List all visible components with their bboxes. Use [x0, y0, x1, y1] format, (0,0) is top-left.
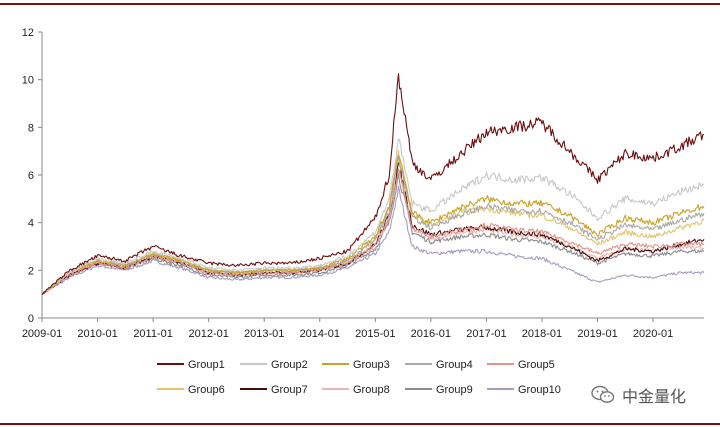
x-tick-label: 2015-01	[355, 328, 395, 340]
x-tick-label: 2017-01	[466, 328, 506, 340]
y-tick-label: 4	[28, 218, 34, 230]
legend-label: Group3	[353, 359, 390, 371]
chart-axes: 0 2 4 6 8 10 12 2009-01 2010-01 2011-01 2012-01 201…	[22, 27, 704, 340]
chart-legend: Group1 Group2 Group3 Group4 Group5 Group6 Grou…	[157, 359, 561, 396]
legend-label: Group4	[436, 359, 473, 371]
series-line-group2	[41, 138, 705, 295]
series-line-group1	[41, 73, 705, 296]
series-line-group5	[41, 168, 705, 295]
watermark: 中金量化	[590, 382, 686, 408]
x-tick-label: 2011-01	[133, 328, 173, 340]
legend-label: Group7	[271, 384, 308, 396]
legend-label: Group10	[518, 384, 561, 396]
y-tick-label: 12	[22, 27, 34, 39]
watermark-text: 中金量化	[622, 387, 687, 406]
y-tick-label: 8	[28, 122, 34, 134]
series-line-group4	[41, 156, 705, 295]
series-line-group9	[41, 172, 705, 295]
x-tick-label: 2020-01	[633, 328, 673, 340]
y-tick-label: 6	[28, 170, 34, 182]
legend-label: Group6	[188, 384, 225, 396]
legend-label: Group9	[436, 384, 473, 396]
x-tick-label: 2016-01	[411, 328, 451, 340]
bottom-rule	[0, 423, 720, 425]
top-rule	[0, 3, 720, 5]
legend-label: Group1	[188, 359, 225, 371]
y-tick-label: 2	[28, 265, 34, 277]
series-line-group10	[41, 185, 705, 296]
y-tick-label: 10	[22, 75, 34, 87]
x-tick-label: 2013-01	[244, 328, 284, 340]
x-tick-label: 2009-01	[22, 328, 62, 340]
x-tick-label: 2012-01	[188, 328, 228, 340]
wechat-icon	[591, 385, 615, 403]
x-tick-label: 2010-01	[77, 328, 117, 340]
legend-label: Group2	[271, 359, 308, 371]
series-line-group3	[41, 155, 705, 295]
x-tick-label: 2019-01	[577, 328, 617, 340]
legend-label: Group8	[353, 384, 390, 396]
legend-label: Group5	[518, 359, 555, 371]
x-tick-label: 2018-01	[522, 328, 562, 340]
y-tick-label: 0	[28, 313, 34, 325]
x-tick-label: 2014-01	[300, 328, 340, 340]
chart-series	[41, 73, 705, 296]
